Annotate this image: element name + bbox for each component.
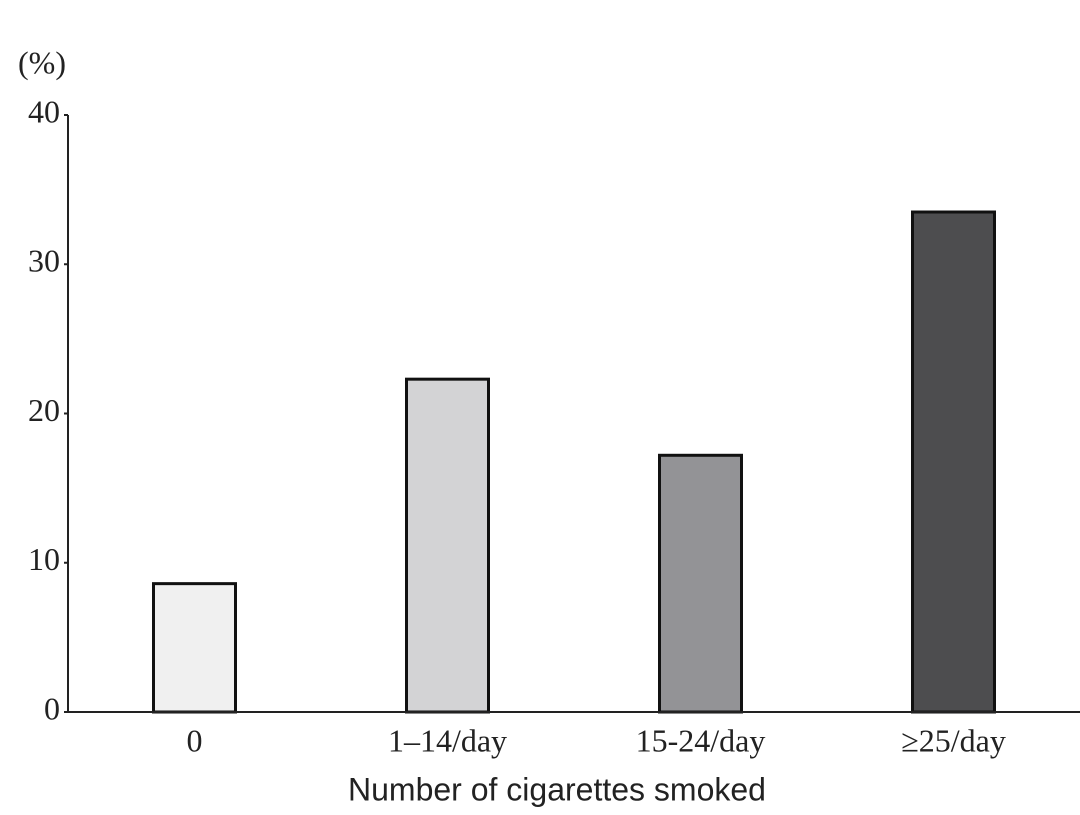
y-tick-label: 0: [44, 690, 60, 726]
y-unit-label: (%): [18, 44, 66, 80]
x-tick-label: 15-24/day: [636, 722, 766, 758]
x-tick-label: 1–14/day: [388, 722, 507, 758]
bar: [405, 377, 490, 714]
bar: [152, 582, 237, 714]
y-tick-label: 20: [28, 392, 60, 428]
x-axis-label: Number of cigarettes smoked: [348, 771, 766, 807]
bar: [658, 453, 743, 714]
y-tick-label: 10: [28, 541, 60, 577]
bar: [911, 210, 996, 714]
y-tick-label: 30: [28, 243, 60, 279]
x-tick-label: ≥25/day: [901, 722, 1006, 758]
y-tick-label: 40: [28, 93, 60, 129]
x-tick-label: 0: [187, 722, 203, 758]
